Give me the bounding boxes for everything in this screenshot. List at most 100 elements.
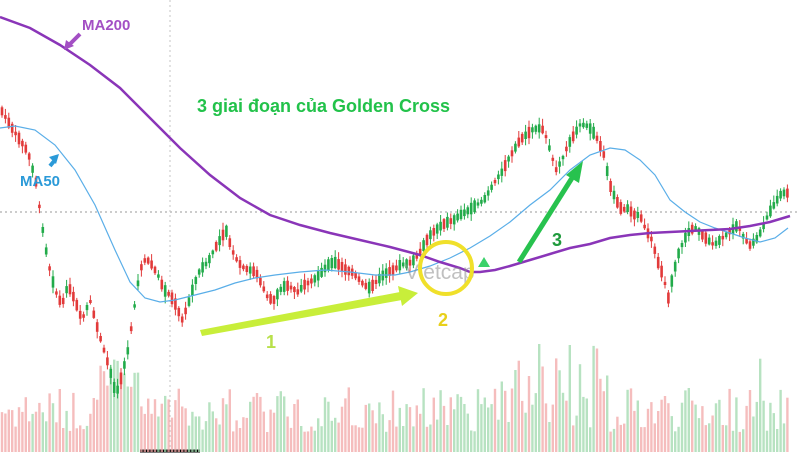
- volume-bar: [765, 430, 769, 452]
- volume-bar: [429, 424, 432, 452]
- volume-bar: [374, 423, 378, 452]
- candlestick: [483, 192, 487, 204]
- volume-bar: [663, 396, 667, 452]
- candlestick: [27, 151, 31, 167]
- volume-bar: [259, 396, 262, 452]
- candlestick: [225, 224, 228, 240]
- candlestick: [469, 197, 473, 221]
- volume-bar: [449, 397, 452, 452]
- candlestick: [711, 235, 714, 250]
- candlestick: [466, 205, 470, 219]
- candlestick: [367, 278, 371, 298]
- volume-bar: [14, 426, 17, 452]
- candlestick: [303, 273, 306, 295]
- volume-bar: [748, 390, 752, 452]
- candlestick: [347, 265, 351, 281]
- candlestick: [51, 270, 55, 294]
- candlestick: [316, 266, 320, 288]
- candlestick: [412, 252, 415, 269]
- candlestick: [245, 264, 249, 276]
- candlestick: [459, 205, 463, 221]
- volume-bar: [391, 390, 395, 452]
- candlestick: [214, 240, 218, 253]
- candlestick: [323, 259, 327, 277]
- candlestick: [146, 256, 150, 265]
- volume-bar: [381, 414, 384, 452]
- candlestick: [265, 291, 269, 301]
- candlestick: [24, 141, 28, 155]
- volume-bar: [721, 425, 724, 452]
- stage1-arrow-icon: [200, 286, 418, 336]
- candlestick: [282, 277, 286, 296]
- candlestick: [639, 210, 643, 224]
- volume-bar: [602, 391, 605, 452]
- volume-bar: [527, 376, 531, 452]
- candlestick: [286, 276, 289, 296]
- candlestick: [422, 237, 425, 253]
- candlestick: [758, 227, 762, 238]
- volume-bar: [786, 397, 789, 452]
- volume-bar: [99, 365, 102, 452]
- volume-bar: [531, 404, 534, 452]
- volume-bar: [58, 389, 61, 452]
- candlestick: [252, 262, 255, 279]
- volume-bar: [218, 424, 221, 452]
- candlestick: [4, 108, 7, 124]
- volume-bar: [616, 416, 619, 452]
- volume-bar: [85, 425, 89, 452]
- candlestick: [191, 279, 194, 303]
- candlestick: [561, 154, 565, 166]
- volume-bar: [221, 398, 225, 452]
- volume-bar: [41, 412, 44, 452]
- volume-bar: [327, 401, 330, 452]
- candlestick: [269, 291, 272, 305]
- volume-bar: [653, 423, 656, 452]
- candlestick: [65, 279, 68, 298]
- candlestick: [786, 184, 789, 203]
- volume-bar: [762, 400, 765, 452]
- volume-bar: [561, 392, 565, 452]
- candlestick: [123, 357, 126, 376]
- volume-bar: [643, 427, 646, 452]
- candlestick: [503, 155, 507, 177]
- volume-bar: [330, 420, 333, 452]
- volume-bar: [405, 404, 408, 452]
- ma200-arrow-icon: [64, 32, 82, 50]
- candlestick: [231, 245, 235, 260]
- volume-bar: [344, 398, 347, 452]
- candlestick: [595, 131, 599, 144]
- candlestick: [136, 274, 140, 291]
- volume-bar: [558, 370, 561, 452]
- candlestick: [619, 199, 623, 216]
- volume-bar: [408, 407, 412, 452]
- volume-bar: [184, 408, 187, 452]
- volume-bar: [170, 417, 174, 452]
- candlestick: [490, 181, 493, 193]
- volume-bar: [249, 401, 252, 452]
- ma50-label: MA50: [20, 173, 60, 190]
- volume-bar: [606, 375, 609, 452]
- candlestick: [194, 275, 198, 291]
- volume-bar: [626, 389, 629, 452]
- volume-bar: [674, 431, 677, 452]
- volume-bar: [306, 431, 310, 452]
- volume-bar: [629, 388, 633, 452]
- volume-bar: [704, 425, 707, 452]
- candlestick: [313, 273, 317, 287]
- volume-bar: [456, 394, 459, 452]
- volume-bar: [684, 390, 687, 452]
- candlestick: [112, 378, 116, 397]
- volume-bar: [504, 390, 507, 452]
- candlestick: [218, 229, 221, 252]
- volume-bar: [157, 416, 160, 452]
- volume-bar: [119, 374, 123, 452]
- volume-bar: [313, 430, 316, 452]
- volume-bar: [589, 427, 592, 452]
- volume-bar: [310, 426, 313, 452]
- volume-bar: [65, 410, 68, 452]
- volume-bar: [109, 367, 112, 452]
- candlestick: [592, 123, 595, 140]
- candlestick: [578, 119, 582, 133]
- volume-bar: [517, 360, 520, 452]
- volume-bar: [211, 411, 214, 452]
